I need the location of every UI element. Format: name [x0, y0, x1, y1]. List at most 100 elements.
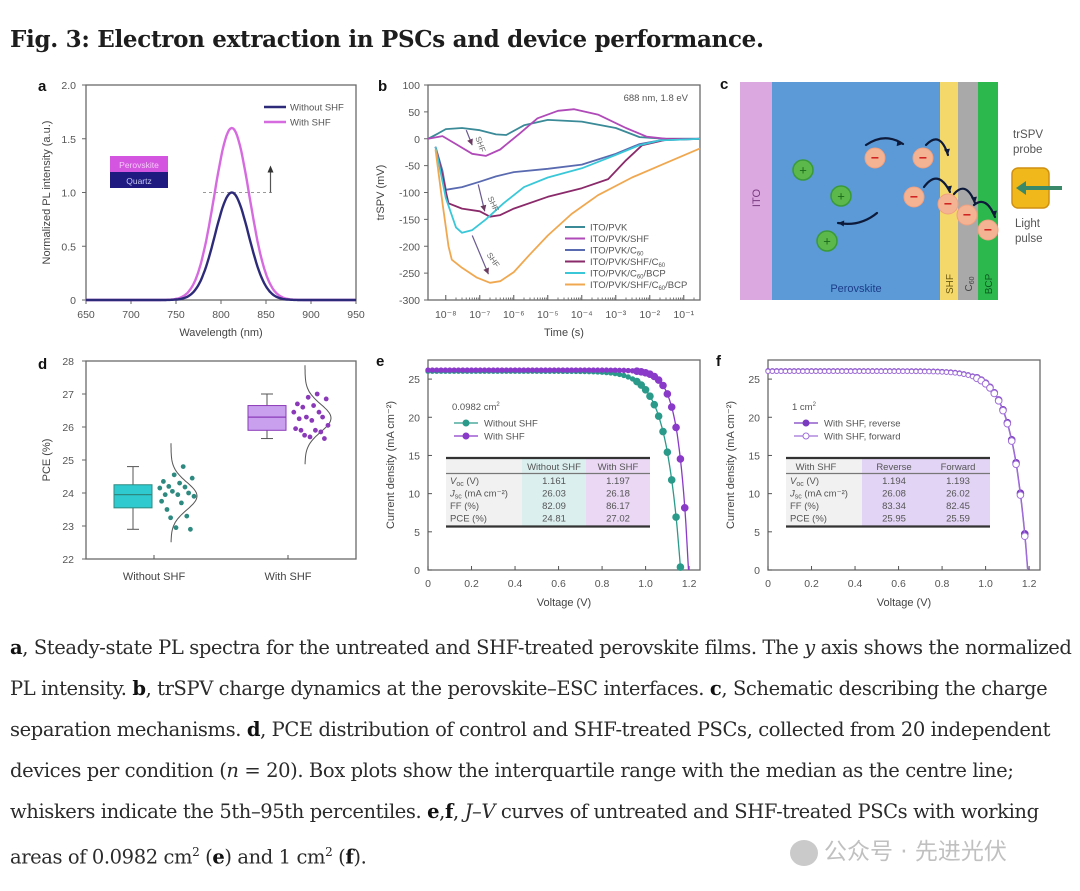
table-row-label: FF (%) [450, 501, 479, 512]
data-point [180, 464, 186, 469]
x-tick-label: 650 [77, 309, 95, 321]
plus-symbol: + [837, 189, 845, 204]
x-tick-label: 0.4 [508, 578, 523, 590]
table-cell: 82.45 [946, 501, 970, 512]
table-bg-col-2 [586, 458, 650, 527]
x-tick-label: 800 [212, 309, 230, 321]
jv-data-point [438, 367, 444, 373]
trspv-probe-label-2: probe [1013, 144, 1042, 156]
jv-data-point [856, 368, 863, 375]
shf-arrow [471, 235, 490, 275]
data-point [309, 418, 315, 423]
y-axis-label: Normalized PL intensity (a.u.) [41, 121, 53, 265]
jv-data-point [961, 371, 967, 377]
series-line-ito-pvk [427, 119, 700, 140]
jv-data-point [808, 368, 815, 375]
x-tick-label: 0.6 [551, 578, 566, 590]
table-cell: 26.02 [946, 489, 970, 500]
x-tick-label: 10⁻⁶ [503, 309, 525, 321]
series-line-ito-pvk-c60-bcp [434, 137, 701, 234]
caption-superscript: 2 [192, 845, 200, 859]
x-tick-label: 10⁻¹ [673, 309, 694, 321]
legend-label: With SHF, forward [824, 432, 901, 443]
jv-data-point [672, 423, 680, 432]
electron-icon [956, 204, 978, 226]
panel-label: b [378, 78, 387, 95]
distribution-curve [170, 443, 198, 543]
y-tick-label: 25 [748, 374, 760, 386]
legend-marker [462, 419, 470, 427]
data-point [318, 429, 324, 435]
y-tick-label: 27 [62, 389, 74, 401]
x-tick-label: 0.4 [848, 578, 863, 590]
jv-data-point [865, 368, 871, 375]
table-row-label: PCE (%) [790, 514, 827, 525]
jv-data-point [1012, 460, 1020, 469]
data-point [179, 500, 184, 506]
jv-data-point [908, 368, 915, 375]
jv-data-point [641, 385, 650, 394]
jv-data-point [451, 367, 457, 373]
jv-data-point [878, 368, 884, 375]
x-tick-label: 950 [347, 309, 365, 321]
x-tick-label: 10⁻⁷ [469, 309, 490, 321]
jv-data-point [847, 368, 854, 375]
data-point [320, 414, 325, 420]
data-point [189, 475, 195, 481]
x-tick-label: 1.0 [978, 578, 993, 590]
data-point [307, 434, 313, 440]
table-header: With SHF [796, 462, 837, 473]
x-tick-label: 10⁻³ [605, 309, 626, 321]
jv-data-point [603, 367, 610, 373]
light-pulse-label-2: pulse [1015, 233, 1043, 245]
jv-data-point [869, 368, 876, 375]
jv-data-point [795, 368, 802, 375]
x-tick-label: 0.6 [891, 578, 906, 590]
x-tick-label: 10⁻⁸ [435, 309, 457, 321]
jv-data-point [676, 563, 685, 571]
table-cell: 24.81 [542, 514, 566, 525]
x-tick-label: 750 [167, 309, 185, 321]
jv-data-point [564, 367, 570, 373]
jv-data-point [516, 367, 523, 373]
data-point [173, 525, 179, 531]
minus-symbol: − [984, 222, 992, 238]
bcp-layer [978, 82, 998, 300]
jv-data-point [473, 367, 479, 373]
table-bg-label-col [446, 458, 522, 527]
jv-data-point [882, 368, 889, 375]
jv-data-point [555, 367, 562, 373]
y-tick-label: -150 [399, 214, 420, 226]
jv-data-point [468, 367, 475, 373]
jv-data-point [782, 368, 789, 375]
jv-data-point [434, 367, 440, 373]
table-row-label: Jsc (mA cm⁻²) [449, 489, 508, 501]
x-tick-label: 700 [122, 309, 140, 321]
data-point [159, 498, 165, 504]
y-tick-label: 0 [754, 565, 760, 577]
jv-data-point [943, 369, 950, 375]
data-point [323, 396, 329, 402]
legend-label: With SHF [484, 432, 525, 443]
pl-spectra-chart: a 650 700 750 800 850 900 950 0 0.5 1.0 1.5 2.0 Wavel… [38, 78, 365, 339]
minus-symbol: − [919, 150, 927, 166]
legend-label: ITO/PVK/C60 [590, 246, 644, 258]
x-tick-label: 0 [425, 578, 431, 590]
y-tick-label: 1.0 [61, 188, 76, 200]
data-point [157, 485, 163, 491]
distribution-curve [304, 365, 332, 465]
jv-data-point [538, 367, 544, 373]
jv-data-point [965, 372, 971, 378]
jv-data-point [939, 369, 945, 375]
jv-data-point [887, 368, 893, 375]
jv-data-point [672, 513, 680, 521]
jv-data-point [529, 367, 536, 373]
shf-arrow-label: SHF [485, 251, 502, 269]
jv-data-point [608, 367, 614, 373]
legend-label: ITO/PVK/C60/BCP [590, 269, 666, 281]
jv-data-point [791, 368, 797, 375]
minus-symbol: − [944, 196, 952, 212]
y-tick-label: 20 [748, 412, 760, 424]
jv-data-point [547, 367, 553, 373]
jv-data-point [599, 367, 605, 373]
